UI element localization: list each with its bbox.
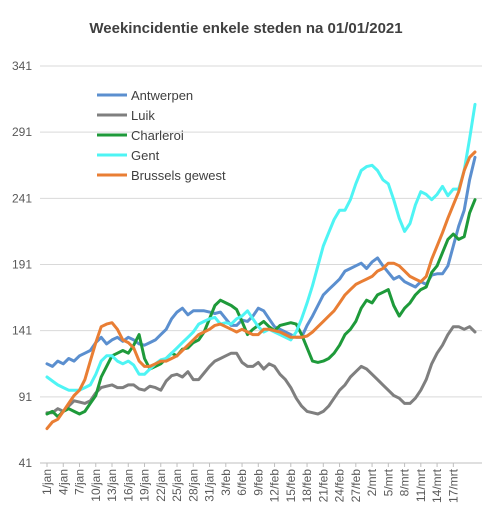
x-tick-label: 15/feb [284, 469, 298, 503]
x-tick-label: 17/mrt [446, 468, 460, 503]
x-tick-label: 21/feb [316, 469, 330, 503]
x-tick-label: 6/feb [235, 469, 249, 496]
legend-label: Luik [131, 108, 155, 123]
x-tick-label: 11/mrt [414, 468, 428, 502]
y-tick-label: 191 [12, 258, 32, 272]
x-tick-label: 18/feb [300, 469, 314, 503]
grid-lines [40, 65, 482, 398]
x-tick-label: 10/jan [89, 469, 103, 502]
x-tick-label: 1/jan [40, 469, 54, 495]
x-tick-label: 14/mrt [430, 468, 444, 503]
x-tick-label: 12/feb [268, 469, 282, 503]
x-tick-label: 31/jan [203, 469, 217, 502]
series-lines [45, 102, 477, 431]
x-tick-label: 2/mrt [365, 468, 379, 496]
y-tick-label: 341 [12, 59, 32, 73]
y-tick-label: 291 [12, 125, 32, 139]
x-tick-label: 24/feb [333, 469, 347, 503]
series-line-brussels-gewest [45, 150, 477, 431]
legend-label: Brussels gewest [131, 168, 226, 183]
x-tick-label: 25/jan [170, 469, 184, 502]
y-tick-label: 141 [12, 324, 32, 338]
series-line-charleroi [45, 198, 477, 419]
x-tick-label: 8/mrt [398, 468, 412, 496]
y-axis-tick-labels: 41 91 141 191 241 291 341 [12, 59, 32, 470]
chart-title: Weekincidentie enkele steden na 01/01/20… [89, 20, 402, 37]
legend-label: Charleroi [131, 128, 184, 143]
x-tick-label: 28/jan [186, 469, 200, 502]
series-line-gent [45, 102, 477, 392]
x-tick-label: 4/jan [56, 469, 70, 495]
x-tick-label: 3/feb [219, 469, 233, 496]
series-line-antwerpen [45, 155, 477, 368]
legend-label: Gent [131, 148, 160, 163]
x-tick-label: 9/feb [251, 469, 265, 496]
x-tick-label: 5/mrt [381, 468, 395, 496]
y-tick-label: 91 [19, 390, 33, 404]
legend: Antwerpen Luik Charleroi Gent Brussels gewes… [97, 88, 226, 183]
x-tick-label: 13/jan [105, 469, 119, 502]
x-tick-label: 22/jan [154, 469, 168, 502]
x-tick-label: 7/jan [73, 469, 87, 495]
x-tick-label: 16/jan [121, 469, 135, 502]
x-tick-label: 27/feb [349, 469, 363, 503]
y-tick-label: 41 [19, 456, 33, 470]
y-tick-label: 241 [12, 191, 32, 205]
series-line-luik [45, 325, 477, 416]
legend-label: Antwerpen [131, 88, 193, 103]
x-tick-label: 19/jan [138, 469, 152, 502]
x-axis-tick-labels: 1/jan 4/jan 7/jan 10/jan 13/jan 16/jan 19/jan 2… [40, 463, 460, 503]
